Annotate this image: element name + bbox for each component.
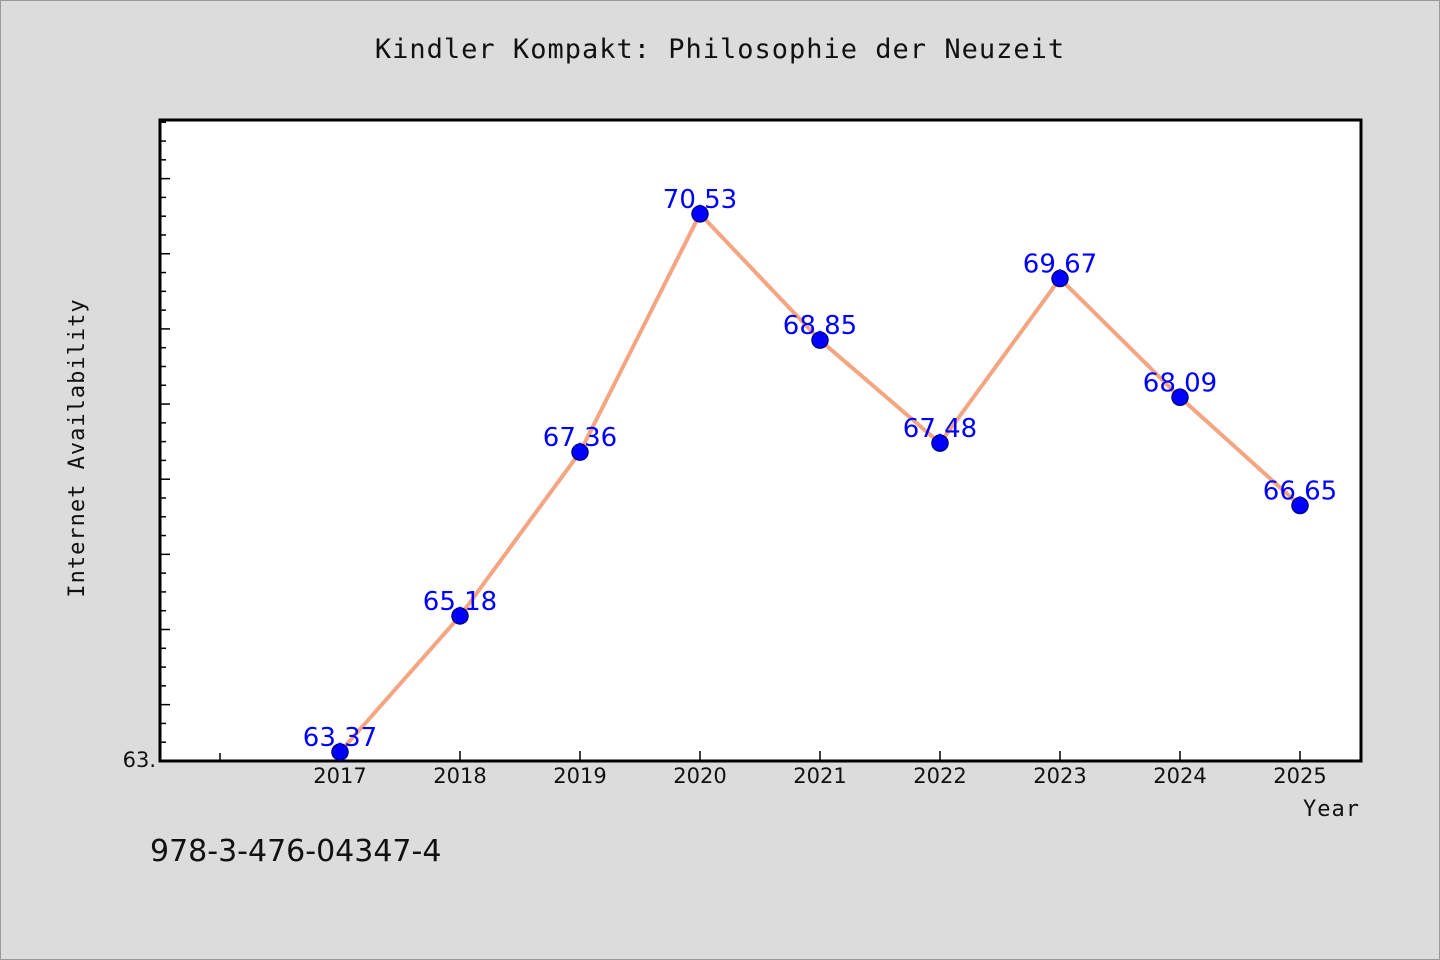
data-point (1051, 269, 1069, 288)
x-axis-label: Year (1303, 797, 1360, 822)
isbn-text: 978-3-476-04347-4 (150, 834, 442, 869)
chart-title: Kindler Kompakt: Philosophie der Neuzeit (374, 34, 1066, 65)
series-layer: 63.37 65.18 67.36 70.53 68.85 67.48 69.67 68.09… (303, 185, 1337, 761)
x-tick-label: 2017 (313, 764, 366, 788)
data-label: 67.48 (903, 414, 977, 444)
plot-area (158, 118, 1363, 763)
data-label: 68.09 (1143, 368, 1217, 398)
data-point (1171, 388, 1189, 407)
y-axis-label: Internet Availability (65, 298, 90, 597)
data-label: 66.65 (1263, 477, 1337, 507)
x-tick-label: 2023 (1033, 764, 1086, 788)
data-label: 65.18 (423, 587, 497, 617)
data-point (331, 743, 349, 761)
data-point (571, 443, 589, 461)
data-point (451, 607, 469, 625)
y-axis-ticks: 63. (123, 121, 170, 772)
x-tick-label: 2018 (433, 764, 486, 788)
y-tick-label: 63. (123, 748, 156, 772)
x-axis-ticks: 2017 2018 2019 2020 2021 2022 2023 2024 2025 (219, 751, 1327, 788)
data-label: 70.53 (663, 185, 737, 215)
data-label: 63.37 (303, 723, 377, 753)
x-tick-label: 2022 (913, 764, 966, 788)
data-label: 68.85 (783, 311, 857, 341)
x-tick-label: 2020 (673, 764, 726, 788)
data-label: 69.67 (1023, 250, 1097, 280)
data-point (811, 331, 829, 349)
data-point (691, 205, 709, 223)
data-point (931, 434, 949, 452)
x-tick-label: 2025 (1273, 764, 1326, 788)
x-tick-label: 2024 (1153, 764, 1206, 788)
data-point (1291, 496, 1309, 515)
x-tick-label: 2019 (553, 764, 606, 788)
x-tick-label: 2021 (793, 764, 846, 788)
data-label: 67.36 (543, 423, 617, 453)
